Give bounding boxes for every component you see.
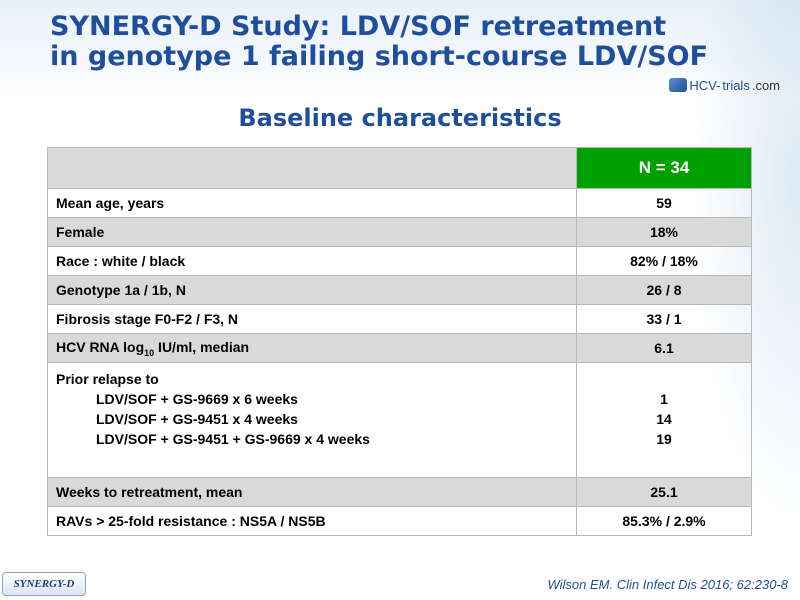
slide-title: SYNERGY-D Study: LDV/SOF retreatment in …: [50, 12, 750, 72]
table-row: Female 18%: [47, 217, 752, 247]
row-label: Prior relapse to LDV/SOF + GS-9669 x 6 w…: [47, 362, 577, 478]
prior-relapse-item: LDV/SOF + GS-9451 x 4 weeks: [96, 411, 298, 427]
row-label: Weeks to retreatment, mean: [47, 477, 577, 507]
row-label: Mean age, years: [47, 188, 577, 218]
row-value: 59: [576, 188, 752, 218]
logo-text-c: .com: [751, 77, 780, 93]
citation: Wilson EM. Clin Infect Dis 2016; 62:230-…: [547, 577, 789, 592]
row-value: 6.1: [576, 333, 752, 363]
logo-mark-icon: [669, 78, 688, 92]
table-row: HCV RNA log10 IU/ml, median 6.1: [47, 333, 752, 363]
label-post: IU/ml, median: [154, 338, 250, 355]
table-row: Race : white / black 82% / 18%: [47, 246, 752, 276]
n-header-cell: N = 34: [576, 147, 752, 189]
table-row: Genotype 1a / 1b, N 26 / 8: [47, 275, 752, 305]
prior-relapse-value: 19: [656, 431, 672, 447]
header-empty-cell: [47, 147, 577, 189]
row-value: 25.1: [576, 477, 752, 507]
hcv-trials-logo: HCV- trials .com: [669, 74, 780, 96]
row-value: 26 / 8: [576, 275, 752, 305]
table-header-row: N = 34: [47, 147, 752, 189]
prior-relapse-item: LDV/SOF + GS-9451 + GS-9669 x 4 weeks: [96, 431, 370, 447]
title-line-2: in genotype 1 failing short-course LDV/S…: [50, 41, 709, 72]
table-row-prior-relapse: Prior relapse to LDV/SOF + GS-9669 x 6 w…: [47, 362, 752, 478]
prior-relapse-heading: Prior relapse to: [56, 371, 159, 387]
label-pre: HCV RNA log: [56, 338, 145, 355]
row-label: Race : white / black: [47, 246, 577, 276]
row-label: HCV RNA log10 IU/ml, median: [47, 333, 577, 363]
table-row: RAVs > 25-fold resistance : NS5A / NS5B …: [47, 506, 752, 536]
row-value: 18%: [576, 217, 752, 247]
row-value: 82% / 18%: [576, 246, 752, 276]
row-value: 33 / 1: [576, 304, 752, 334]
section-subtitle: Baseline characteristics: [238, 104, 562, 132]
label-subscript: 10: [144, 347, 155, 358]
logo-text-b: trials: [722, 77, 750, 93]
baseline-table: N = 34 Mean age, years 59 Female 18% Rac…: [47, 147, 752, 536]
row-label: Fibrosis stage F0-F2 / F3, N: [47, 304, 577, 334]
row-label: Female: [47, 217, 577, 247]
row-label: RAVs > 25-fold resistance : NS5A / NS5B: [47, 506, 577, 536]
prior-relapse-value: 1: [660, 391, 668, 407]
table-row: Weeks to retreatment, mean 25.1: [47, 477, 752, 507]
logo-text-a: HCV-: [689, 77, 721, 93]
prior-relapse-value: 14: [656, 411, 672, 427]
row-value: 1 14 19: [576, 362, 752, 478]
prior-relapse-item: LDV/SOF + GS-9669 x 6 weeks: [96, 391, 298, 407]
synergy-d-badge: SYNERGY-D: [2, 572, 86, 596]
title-line-1: SYNERGY-D Study: LDV/SOF retreatment: [50, 11, 667, 42]
header-band: [0, 0, 800, 100]
table-row: Mean age, years 59: [47, 188, 752, 218]
table-row: Fibrosis stage F0-F2 / F3, N 33 / 1: [47, 304, 752, 334]
row-value: 85.3% / 2.9%: [576, 506, 752, 536]
row-label: Genotype 1a / 1b, N: [47, 275, 577, 305]
